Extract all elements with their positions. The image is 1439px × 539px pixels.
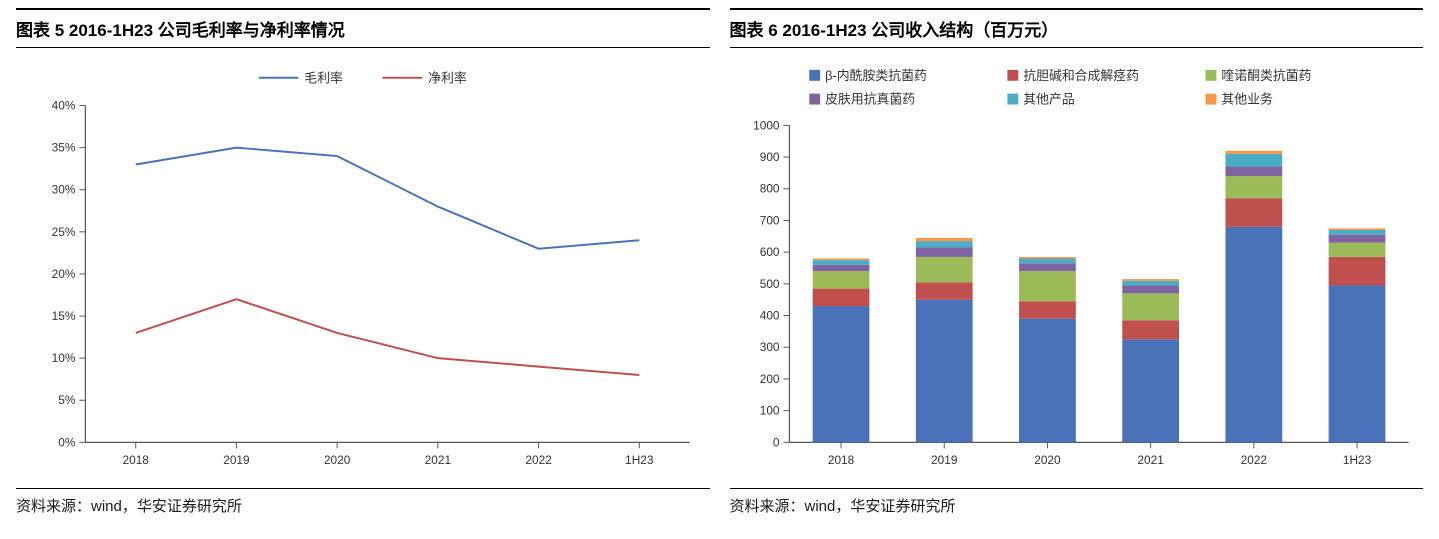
left-chart-title: 图表 5 2016-1H23 公司毛利率与净利率情况 [16,8,710,48]
svg-text:25%: 25% [52,225,76,239]
svg-text:β-内酰胺类抗菌药: β-内酰胺类抗菌药 [825,68,927,83]
svg-text:0%: 0% [58,435,76,449]
svg-text:抗胆碱和合成解痉药: 抗胆碱和合成解痉药 [1023,68,1139,83]
svg-text:100: 100 [759,404,779,418]
svg-text:2019: 2019 [223,453,250,467]
svg-text:200: 200 [759,372,779,386]
svg-text:喹诺酮类抗菌药: 喹诺酮类抗菌药 [1221,68,1311,83]
svg-text:500: 500 [759,277,779,291]
line-chart: 毛利率 净利率 0% 5% 10% 15% 20% 25% 30% 35% 40% 2018 2019 2… [16,56,710,482]
right-source: 资料来源：wind，华安证券研究所 [730,488,1424,516]
svg-text:800: 800 [759,182,779,196]
svg-text:40%: 40% [52,98,76,112]
svg-text:净利率: 净利率 [428,71,467,86]
svg-text:其他产品: 其他产品 [1023,92,1074,107]
charts-row: 图表 5 2016-1H23 公司毛利率与净利率情况 毛利率 净利率 0% 5% 10%… [16,8,1423,516]
svg-text:2022: 2022 [525,453,551,467]
svg-text:0: 0 [772,435,779,449]
svg-text:1H23: 1H23 [625,453,654,467]
svg-text:10%: 10% [52,351,76,365]
svg-text:2020: 2020 [1034,453,1061,467]
svg-text:2022: 2022 [1240,453,1266,467]
right-panel: 图表 6 2016-1H23 公司收入结构（百万元） β-内酰胺类抗菌药 抗胆碱和… [730,8,1424,516]
right-chart-title: 图表 6 2016-1H23 公司收入结构（百万元） [730,8,1424,48]
svg-text:700: 700 [759,213,779,227]
svg-text:600: 600 [759,245,779,259]
svg-text:2020: 2020 [324,453,351,467]
svg-text:皮肤用抗真菌药: 皮肤用抗真菌药 [825,92,915,107]
left-panel: 图表 5 2016-1H23 公司毛利率与净利率情况 毛利率 净利率 0% 5% 10%… [16,8,710,516]
svg-text:400: 400 [759,309,779,323]
svg-text:5%: 5% [58,393,76,407]
svg-text:2021: 2021 [1137,453,1164,467]
svg-text:900: 900 [759,150,779,164]
svg-text:2021: 2021 [425,453,452,467]
svg-text:2018: 2018 [827,453,854,467]
svg-text:1H23: 1H23 [1342,453,1371,467]
svg-text:其他业务: 其他业务 [1221,92,1273,107]
svg-text:20%: 20% [52,267,76,281]
svg-text:毛利率: 毛利率 [304,71,343,86]
stacked-bar-chart: β-内酰胺类抗菌药 抗胆碱和合成解痉药 喹诺酮类抗菌药皮肤用抗真菌药 其他产品 其他业务… [730,56,1424,482]
svg-text:30%: 30% [52,183,76,197]
svg-text:2019: 2019 [931,453,958,467]
svg-text:2018: 2018 [123,453,150,467]
svg-text:300: 300 [759,340,779,354]
svg-text:15%: 15% [52,309,76,323]
left-source: 资料来源：wind，华安证券研究所 [16,488,710,516]
svg-text:35%: 35% [52,141,76,155]
svg-text:1000: 1000 [753,118,780,132]
